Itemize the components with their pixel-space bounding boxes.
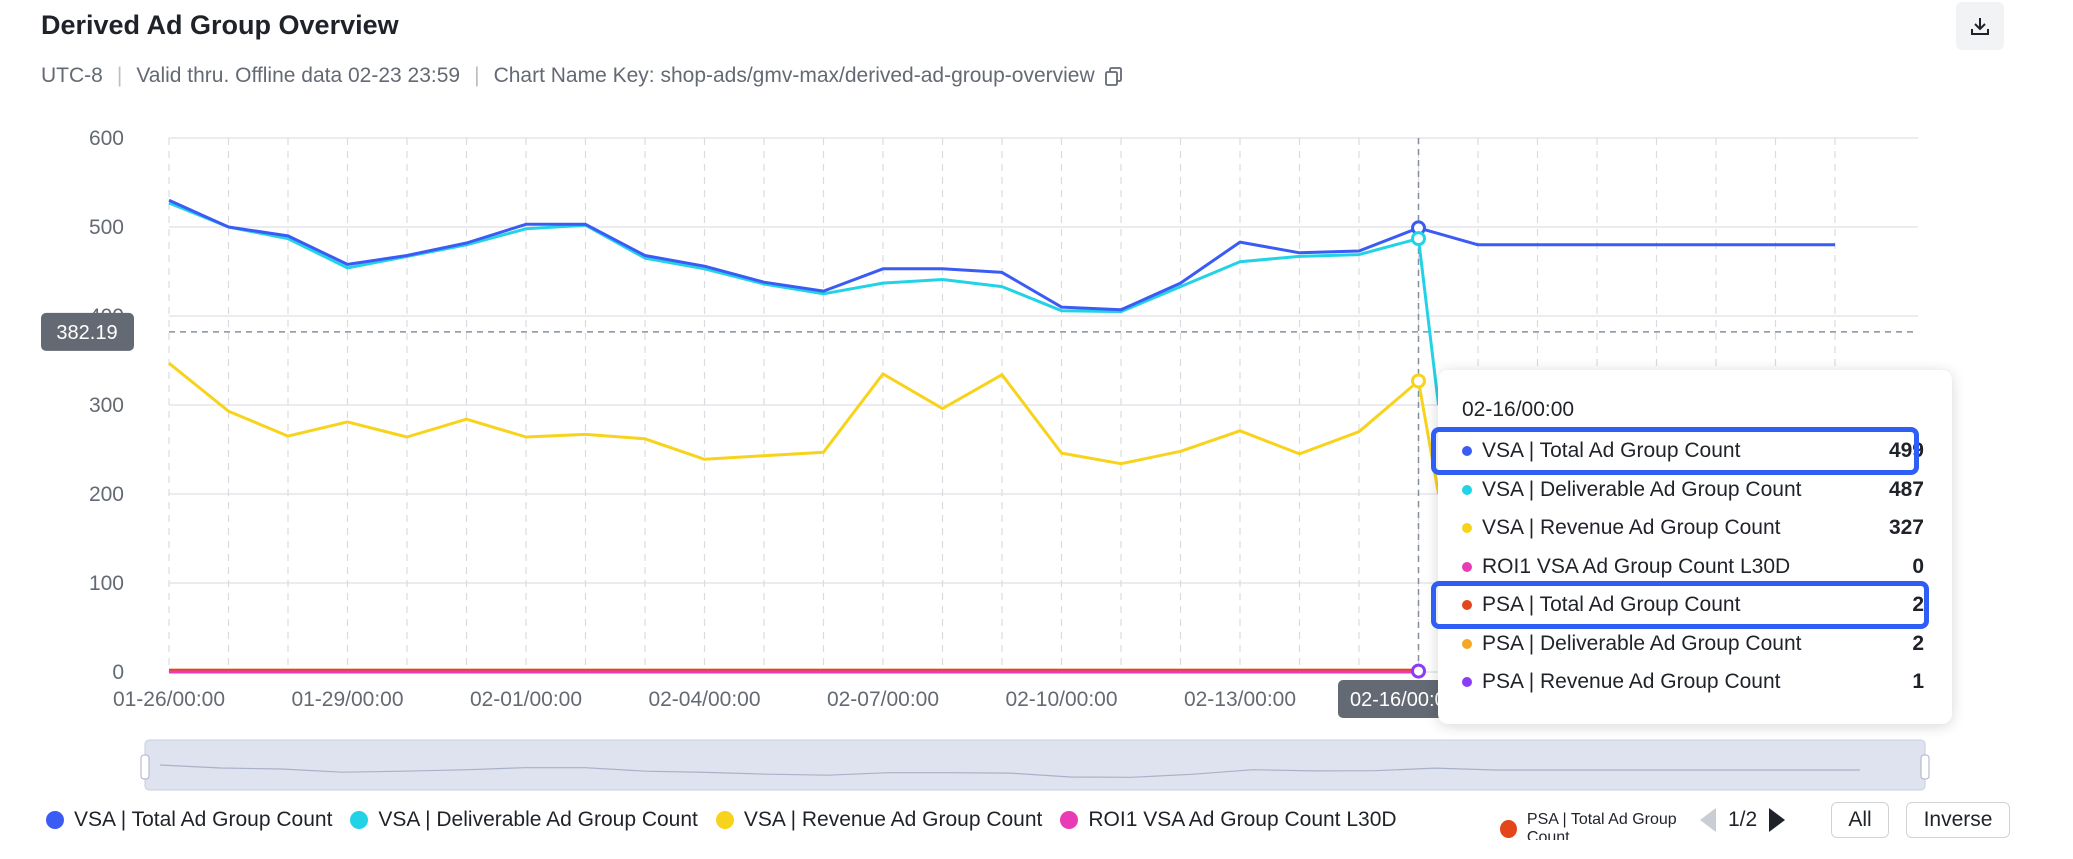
legend-all-button[interactable]: All — [1831, 802, 1889, 838]
legend-label: VSA | Revenue Ad Group Count — [743, 808, 1043, 831]
legend-clipped-item[interactable]: PSA | Total Ad Group Count — [1500, 800, 1730, 840]
legend-dot — [1060, 811, 1079, 829]
x-tick-label: 02-10/00:00 — [1005, 688, 1117, 711]
tooltip-dot — [1462, 677, 1472, 687]
chart-subtitle: UTC-8 | Valid thru. Offline data 02-23 2… — [41, 64, 1125, 88]
tooltip-date: 02-16/00:00 — [1462, 398, 1575, 421]
tooltip-row: PSA | Total Ad Group Count 2 — [1462, 587, 1924, 623]
crosshair-x-label: 02-16/00:00 — [1350, 689, 1457, 711]
legend-label: VSA | Deliverable Ad Group Count — [378, 808, 698, 831]
tooltip-series-value: 327 — [1888, 516, 1924, 539]
line-chart[interactable]: 010020030040050060001-26/00:0001-29/00:0… — [0, 0, 2073, 800]
tooltip-series-value: 2 — [1912, 631, 1924, 655]
validity-label: Valid thru. Offline data 02-23 23:59 — [136, 64, 461, 87]
chart-title: Derived Ad Group Overview — [41, 10, 399, 40]
previous-page-button[interactable] — [1700, 808, 1716, 832]
tooltip-series-name: PSA | Deliverable Ad Group Count — [1482, 631, 1802, 655]
legend-dot — [715, 811, 734, 829]
tooltip-row: PSA | Deliverable Ad Group Count 2 — [1462, 626, 1924, 662]
x-tick-label: 02-07/00:00 — [827, 688, 939, 711]
crosshair-x-badge — [1338, 680, 1468, 718]
y-tick-label: 600 — [89, 127, 124, 150]
tooltip-row: VSA | Deliverable Ad Group Count 487 — [1462, 472, 1924, 508]
separator: | — [116, 64, 123, 87]
y-tick-label: 200 — [89, 483, 124, 506]
highlight-box — [1431, 581, 1929, 629]
y-tick-label: 300 — [89, 394, 124, 417]
hover-marker — [1411, 373, 1426, 389]
tooltip-series-name: VSA | Revenue Ad Group Count — [1482, 516, 1781, 539]
tooltip-dot — [1462, 561, 1472, 572]
chart-name-key: Chart Name Key: shop-ads/gmv-max/derived… — [493, 64, 1095, 87]
tooltip-row: PSA | Revenue Ad Group Count 1 — [1462, 664, 1924, 700]
tooltip-dot — [1462, 638, 1472, 649]
copy-icon[interactable] — [1103, 65, 1125, 87]
legend-pager: 1/2 — [1700, 802, 1786, 838]
legend-item[interactable]: ROI1 VSA Ad Group Count L30D — [1060, 808, 1397, 832]
series-line-0 — [168, 198, 1835, 312]
y-tick-label: 500 — [89, 216, 124, 239]
x-tick-label: 01-26/00:00 — [113, 688, 225, 711]
highlight-box — [1431, 427, 1919, 475]
series-line-1 — [168, 201, 1440, 406]
legend-item[interactable]: VSA | Total Ad Group Count — [46, 808, 332, 832]
legend-inverse-button[interactable]: Inverse — [1906, 802, 2010, 838]
timezone-label: UTC-8 — [41, 64, 103, 87]
crosshair-y-badge — [41, 312, 134, 351]
separator: | — [474, 64, 480, 87]
hover-marker — [1411, 663, 1426, 679]
zoom-preview-line — [159, 764, 1860, 778]
tooltip-series-name: VSA | Total Ad Group Count — [1482, 439, 1741, 462]
tooltip-dot — [1462, 484, 1472, 495]
x-tick-label: 02-13/00:00 — [1184, 688, 1296, 711]
tooltip-dot — [1462, 600, 1472, 610]
legend-dot — [350, 811, 369, 829]
legend-page-indicator: 1/2 — [1728, 808, 1758, 831]
y-tick-label: 100 — [89, 572, 124, 595]
legend-item[interactable]: VSA | Revenue Ad Group Count — [715, 808, 1043, 832]
legend-label: PSA | Total Ad Group Count — [1526, 811, 1677, 840]
x-tick-label: 01-29/00:00 — [291, 688, 403, 711]
tooltip-dot — [1462, 446, 1472, 456]
tooltip-series-value: 0 — [1912, 554, 1924, 578]
hover-marker — [1411, 231, 1426, 247]
tooltip-series-name: PSA | Revenue Ad Group Count — [1482, 670, 1781, 693]
series-line-2 — [168, 362, 1440, 495]
next-page-button[interactable] — [1769, 808, 1786, 832]
tooltip-series-name: PSA | Total Ad Group Count — [1482, 593, 1741, 616]
zoom-left-handle[interactable] — [140, 754, 150, 780]
x-tick-label: 02-04/00:00 — [648, 688, 760, 711]
crosshair-y-label: 382.19 — [56, 322, 117, 344]
chart-tooltip: 02-16/00:00 VSA | Total Ad Group Count 49… — [1431, 370, 1952, 724]
legend-dot — [1500, 820, 1517, 838]
tooltip-series-value: 487 — [1888, 477, 1924, 501]
zoom-slider[interactable] — [144, 739, 1926, 791]
tooltip-dot — [1462, 523, 1472, 533]
tooltip-series-value: 1 — [1912, 670, 1924, 693]
zoom-right-handle[interactable] — [1920, 754, 1930, 780]
legend-item[interactable]: VSA | Deliverable Ad Group Count — [350, 808, 698, 832]
download-icon — [1971, 18, 1989, 35]
tooltip-series-name: ROI1 VSA Ad Group Count L30D — [1482, 554, 1791, 578]
download-button[interactable] — [1956, 2, 2004, 50]
tooltip-series-name: VSA | Deliverable Ad Group Count — [1482, 477, 1802, 501]
x-tick-label: 02-01/00:00 — [470, 688, 582, 711]
y-tick-label: 0 — [112, 661, 124, 684]
tooltip-row: ROI1 VSA Ad Group Count L30D 0 — [1462, 549, 1924, 585]
legend-dot — [46, 811, 64, 829]
tooltip-series-value: 2 — [1912, 593, 1924, 616]
legend-label: VSA | Total Ad Group Count — [74, 808, 333, 831]
legend-label: ROI1 VSA Ad Group Count L30D — [1088, 808, 1397, 831]
tooltip-row: VSA | Revenue Ad Group Count 327 — [1462, 510, 1924, 546]
chart-legend: VSA | Total Ad Group Count VSA | Delivera… — [46, 800, 1415, 840]
